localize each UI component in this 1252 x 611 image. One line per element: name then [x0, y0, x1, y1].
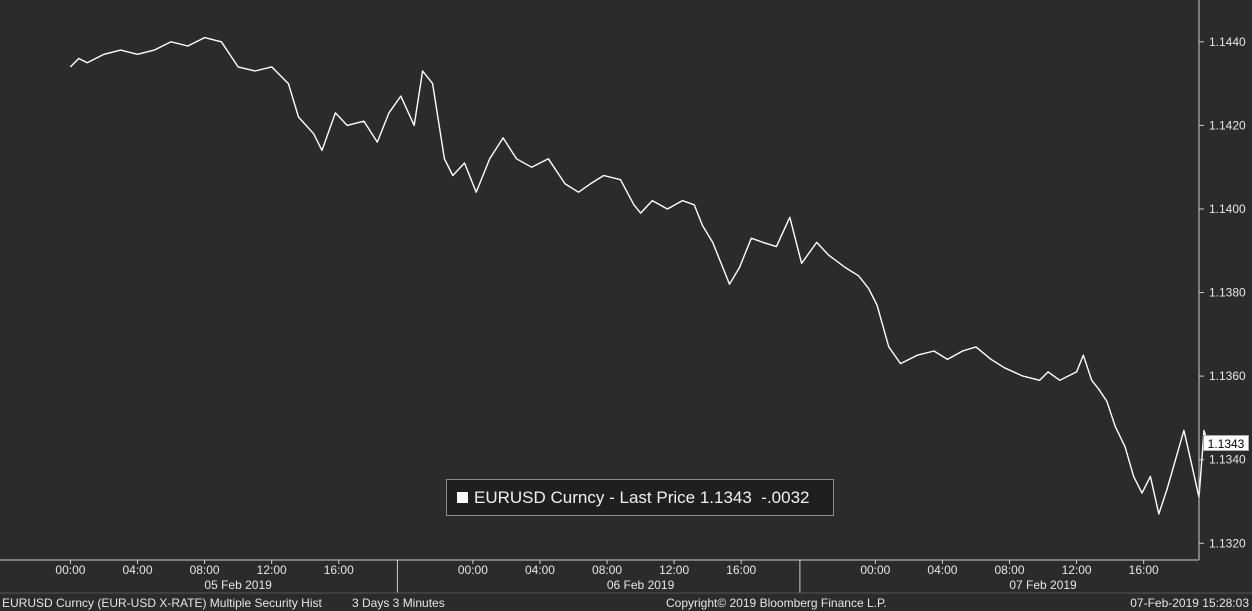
footer-copyright: Copyright© 2019 Bloomberg Finance L.P.: [666, 596, 887, 610]
x-tick-label: 16:00: [1129, 563, 1159, 577]
x-axis: 00:00 04:00 08:00 12:00 16:00 00:00 04:00 08:00…: [0, 559, 1199, 593]
x-tick-label: 16:00: [324, 563, 354, 577]
footer-timestamp: 07-Feb-2019 15:28:03: [1130, 596, 1249, 610]
x-tick-label: 00:00: [55, 563, 85, 577]
legend-last-value: 1.1343: [699, 487, 752, 507]
y-tick-label: 1.1320: [1209, 536, 1246, 550]
last-price-badge: 1.1343: [1203, 435, 1249, 451]
legend-field: Last Price: [619, 487, 696, 507]
x-tick-label: 08:00: [190, 563, 220, 577]
legend-ticker: EURUSD Curncy: [474, 487, 605, 507]
x-tick-label: 00:00: [860, 563, 890, 577]
legend-change: -.0032: [761, 487, 810, 507]
x-date-label: 05 Feb 2019: [204, 578, 272, 592]
y-tick-label: 1.1380: [1209, 286, 1246, 300]
footer-period: 3 Days 3 Minutes: [352, 596, 445, 610]
footer-bar: EURUSD Curncy (EUR-USD X-RATE) Multiple …: [0, 592, 1252, 610]
legend-swatch: [457, 492, 468, 503]
x-tick-label: 16:00: [726, 563, 756, 577]
price-line-layer: [69, 36, 1210, 515]
x-date-label: 07 Feb 2019: [1009, 578, 1077, 592]
x-tick-label: 04:00: [122, 563, 152, 577]
legend-box: EURUSD Curncy - Last Price 1.1343 -.0032: [446, 479, 834, 516]
y-tick-label: 1.1340: [1209, 453, 1246, 467]
y-tick-label: 1.1400: [1209, 202, 1246, 216]
x-tick-label: 08:00: [994, 563, 1024, 577]
footer-security-info: EURUSD Curncy (EUR-USD X-RATE) Multiple …: [2, 596, 322, 610]
x-tick-label: 08:00: [592, 563, 622, 577]
y-axis: 1.1440 1.1420 1.1400 1.1380 1.1360 1.1340 1.13…: [1198, 0, 1246, 560]
y-tick-label: 1.1420: [1209, 118, 1246, 132]
series-line-0: [69, 36, 1210, 515]
y-tick-label: 1.1440: [1209, 35, 1246, 49]
x-date-label: 06 Feb 2019: [607, 578, 675, 592]
x-tick-label: 12:00: [1062, 563, 1092, 577]
x-tick-label: 12:00: [659, 563, 689, 577]
x-tick-label: 04:00: [927, 563, 957, 577]
x-tick-label: 12:00: [257, 563, 287, 577]
y-tick-label: 1.1360: [1209, 369, 1246, 383]
x-tick-label: 00:00: [458, 563, 488, 577]
x-tick-label: 04:00: [525, 563, 555, 577]
legend-separator: -: [609, 487, 615, 507]
